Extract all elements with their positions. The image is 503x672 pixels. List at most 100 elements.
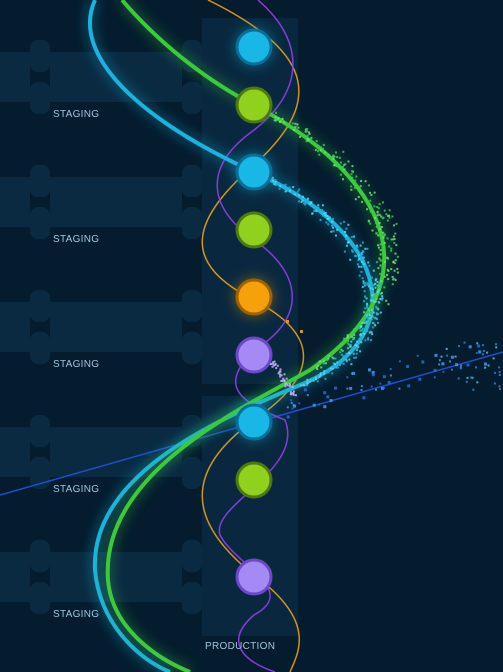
particle [332,158,335,161]
pipeline-node-circle[interactable] [235,403,273,441]
particle [350,173,353,176]
particle [356,244,358,247]
particle [317,206,320,209]
particle [470,376,473,379]
particle [350,188,353,191]
particle [358,274,361,277]
particle [327,357,330,360]
particle [324,214,327,217]
pipeline-node-circle[interactable] [235,211,273,249]
particle [351,176,354,179]
particle [277,372,280,375]
pipeline-node-circle[interactable] [235,86,273,124]
particle [333,164,336,167]
particle [376,206,379,208]
pipeline-node-5[interactable] [234,277,274,317]
particle [315,376,318,379]
particle [308,131,310,134]
pipeline-node-6[interactable] [235,336,273,374]
particle [438,363,441,366]
particle [371,301,374,304]
particle [386,237,389,240]
pipeline-node-4[interactable] [235,211,273,249]
particle [382,236,385,239]
particle [338,361,341,364]
particle [370,313,373,316]
particle [364,322,367,325]
particle [310,377,313,380]
particle [324,151,327,154]
particle [315,366,318,369]
particle [362,396,366,400]
particle [306,378,309,381]
particle [348,352,351,355]
particle [324,377,327,380]
particle [279,120,282,123]
pipeline-node-2[interactable] [235,86,273,124]
particle [340,161,342,164]
pipeline-node-1[interactable] [234,27,274,67]
particle [349,344,352,346]
particle [484,366,487,369]
particle [366,208,369,211]
particle [465,380,468,383]
stage-label-5: STAGING [53,609,100,620]
particle [329,399,333,403]
particle [416,354,419,357]
particle [314,148,317,151]
pipeline-node-9[interactable] [235,558,273,596]
particle [286,406,289,409]
pipeline-node-7[interactable] [234,402,274,442]
particle [364,315,367,318]
pipeline-node-circle[interactable] [235,461,273,499]
particle [331,356,334,359]
pipeline-nodes [234,27,274,596]
particle [343,250,346,253]
particle [336,156,339,159]
particle [352,352,355,355]
particle [367,285,370,288]
pipeline-node-circle[interactable] [235,558,273,596]
particle [372,269,375,272]
particle [360,341,363,344]
particle [375,226,378,228]
particle [498,366,501,369]
particle [379,249,382,252]
particle [369,199,372,202]
particle [339,344,342,346]
particle [393,269,396,272]
particle [387,381,391,384]
particle [315,378,317,381]
particle [336,228,339,231]
particle [301,199,304,202]
particle [345,352,348,355]
particle [466,376,469,379]
particle [360,270,363,273]
particle [366,302,368,305]
particle [371,276,373,279]
particle [382,231,385,234]
particle [319,360,322,363]
pipeline-node-3[interactable] [234,152,274,192]
particle [375,278,378,281]
particle [327,371,330,374]
particle [348,178,351,181]
flow-curve-cyan [88,0,375,672]
particle [353,328,356,331]
pipeline-node-8[interactable] [235,461,273,499]
particle [358,257,361,260]
particle [283,373,286,376]
particle [327,218,330,221]
particle [348,343,350,346]
pipeline-node-circle[interactable] [235,336,273,374]
particle [367,338,370,341]
particle [364,247,367,250]
particle [274,363,277,366]
particle [392,235,395,238]
particle [342,362,345,365]
particle [335,151,337,154]
pipeline-node-circle[interactable] [235,28,273,66]
pipeline-node-circle[interactable] [235,153,273,191]
pipeline-node-circle[interactable] [235,278,273,316]
particle [333,222,336,224]
